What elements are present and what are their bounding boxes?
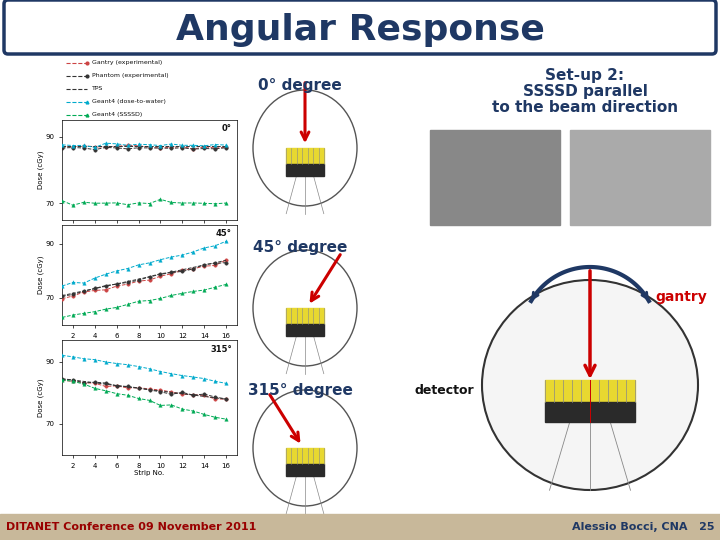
Text: detector: detector	[415, 384, 474, 397]
Ellipse shape	[253, 90, 357, 206]
Bar	[286, 464, 324, 476]
Bar	[545, 402, 635, 422]
Bar	[430, 130, 560, 225]
Text: Gantry (experimental): Gantry (experimental)	[91, 60, 162, 65]
Bar	[286, 164, 324, 176]
Y-axis label: Dose (cGy): Dose (cGy)	[37, 151, 44, 189]
Text: 315°: 315°	[210, 345, 232, 354]
Text: 0°: 0°	[222, 124, 232, 133]
Ellipse shape	[253, 250, 357, 366]
X-axis label: Strip No.: Strip No.	[135, 470, 165, 476]
Text: Geant4 (dose-to-water): Geant4 (dose-to-water)	[91, 99, 166, 104]
Text: TPS: TPS	[91, 86, 103, 91]
Text: 315° degree: 315° degree	[248, 383, 352, 398]
Y-axis label: Dose (cGy): Dose (cGy)	[37, 256, 44, 294]
Text: SSSSD parallel: SSSSD parallel	[523, 84, 647, 99]
X-axis label: Strip No.: Strip No.	[135, 340, 165, 346]
Ellipse shape	[253, 390, 357, 506]
Text: to the beam direction: to the beam direction	[492, 100, 678, 115]
Text: 0° degree: 0° degree	[258, 78, 342, 93]
Text: 45° degree: 45° degree	[253, 240, 347, 255]
Bar	[570, 130, 710, 225]
Text: Phantom (experimental): Phantom (experimental)	[91, 73, 168, 78]
Text: Set-up 2:: Set-up 2:	[546, 68, 624, 83]
Bar	[286, 308, 324, 324]
Bar	[286, 448, 324, 464]
Bar	[286, 148, 324, 164]
Text: Geant4 (SSSSD): Geant4 (SSSSD)	[91, 112, 142, 117]
X-axis label: Strip No.: Strip No.	[135, 235, 165, 241]
Text: Alessio Bocci, CNA   25: Alessio Bocci, CNA 25	[572, 522, 714, 532]
Bar	[0, 514, 720, 540]
Bar	[545, 380, 635, 402]
Bar	[286, 324, 324, 336]
Text: gantry: gantry	[655, 290, 706, 304]
Y-axis label: Dose (cGy): Dose (cGy)	[37, 378, 44, 417]
Text: DITANET Conference 09 November 2011: DITANET Conference 09 November 2011	[6, 522, 256, 532]
Text: Angular Response: Angular Response	[176, 13, 544, 47]
Text: 45°: 45°	[216, 229, 232, 238]
FancyBboxPatch shape	[4, 0, 716, 54]
Ellipse shape	[482, 280, 698, 490]
